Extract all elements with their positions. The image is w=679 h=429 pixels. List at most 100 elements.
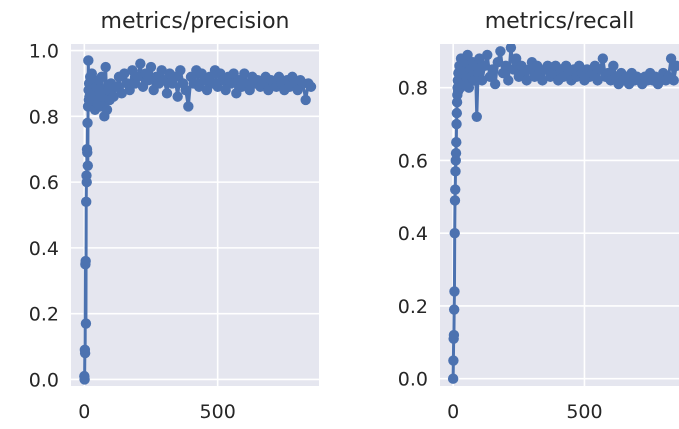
precision-y-tick-label: 0.0 — [29, 369, 59, 391]
precision-data-point — [183, 101, 194, 112]
recall-x-tick-label: 500 — [566, 401, 602, 423]
recall-plot-area — [440, 44, 679, 386]
recall-data-point — [450, 147, 462, 159]
precision-data-point — [83, 55, 94, 66]
precision-data-point — [81, 196, 92, 208]
recall-data-point — [450, 155, 461, 166]
precision-data-point — [225, 78, 237, 89]
recall-data-point — [592, 75, 603, 86]
recall-data-point — [492, 56, 503, 68]
precision-data-point — [100, 61, 111, 73]
precision-data-point — [300, 94, 311, 106]
recall-data-point — [489, 78, 501, 90]
recall-y-tick-label: 0.6 — [398, 150, 428, 172]
recall-data-point — [448, 304, 460, 315]
recall-y-ticks: 0.0 0.2 0.4 0.6 0.8 — [398, 78, 428, 391]
recall-data-point — [495, 46, 506, 57]
precision-y-tick-label: 0.4 — [29, 238, 59, 260]
recall-data-point — [451, 118, 462, 130]
precision-x-tick-label: 500 — [200, 401, 236, 423]
precision-data-point — [135, 58, 146, 69]
recall-data-point — [500, 60, 511, 72]
recall-y-tick-label: 0.8 — [398, 78, 428, 100]
precision-data-point — [82, 117, 93, 129]
precision-data-point — [161, 88, 173, 99]
precision-data-point — [81, 176, 92, 188]
precision-x-ticks: 0 500 — [78, 401, 236, 423]
recall-data-point — [505, 44, 517, 53]
precision-data-point — [96, 71, 107, 83]
precision-data-point — [175, 65, 186, 76]
recall-title: metrics/recall — [485, 9, 635, 34]
recall-y-tick-label: 0.4 — [398, 223, 428, 245]
precision-title: metrics/precision — [101, 9, 290, 34]
recall-data-point — [487, 64, 498, 75]
precision-series — [79, 55, 317, 385]
recall-data-point — [479, 60, 490, 72]
precision-data-point — [132, 71, 143, 83]
precision-data-point — [172, 91, 183, 102]
precision-x-tick-label: 0 — [78, 401, 90, 423]
precision-data-point — [239, 68, 250, 79]
precision-data-point — [116, 88, 127, 99]
recall-data-point — [471, 111, 482, 122]
precision-data-point — [156, 65, 167, 76]
precision-data-point — [108, 91, 119, 102]
precision-data-point — [79, 374, 90, 385]
recall-data-point — [671, 60, 679, 72]
recall-data-point — [608, 60, 619, 72]
recall-data-point — [508, 64, 519, 75]
precision-data-point — [82, 147, 93, 158]
recall-data-point — [595, 64, 606, 75]
recall-data-point — [449, 227, 460, 239]
precision-data-point — [82, 160, 94, 171]
precision-data-point — [143, 74, 154, 86]
recall-data-point — [449, 286, 460, 297]
recall-grid — [440, 44, 679, 386]
recall-data-point — [597, 53, 609, 64]
recall-data-point — [510, 53, 522, 64]
precision-data-point — [79, 347, 91, 359]
recall-data-point — [448, 355, 459, 366]
precision-data-point — [101, 104, 113, 115]
precision-data-point — [80, 255, 91, 267]
precision-y-tick-label: 0.2 — [29, 304, 59, 326]
recall-data-point — [521, 75, 532, 86]
precision-data-point — [86, 68, 98, 79]
recall-data-point — [447, 373, 459, 384]
recall-data-point — [450, 184, 461, 195]
recall-y-tick-label: 0.0 — [398, 369, 428, 391]
recall-data-point — [462, 49, 473, 61]
precision-data-point — [305, 81, 317, 92]
recall-data-point — [542, 60, 553, 72]
precision-y-ticks: 0.0 0.2 0.4 0.6 0.8 1.0 — [29, 41, 59, 392]
precision-y-tick-label: 0.8 — [29, 106, 59, 128]
recall-data-point — [450, 166, 461, 177]
recall-data-point — [482, 49, 493, 61]
recall-data-point — [451, 137, 462, 148]
recall-y-tick-label: 0.2 — [398, 296, 428, 318]
recall-x-ticks: 0 500 — [447, 401, 602, 423]
recall-data-point — [451, 107, 463, 119]
recall-series — [447, 44, 679, 384]
recall-data-point — [503, 75, 514, 86]
precision-data-point — [145, 61, 157, 73]
recall-data-point — [476, 75, 488, 86]
recall-data-point — [448, 329, 460, 341]
precision-data-point — [119, 68, 130, 79]
recall-data-point — [668, 75, 679, 86]
recall-data-point — [665, 53, 677, 64]
recall-x-tick-label: 0 — [447, 401, 459, 423]
recall-data-point — [463, 82, 475, 93]
precision-data-point — [180, 84, 191, 96]
recall-data-point — [474, 53, 485, 64]
precision-y-tick-label: 1.0 — [29, 41, 59, 63]
precision-panel: metrics/precision 0.0 0.2 0.4 0.6 0.8 1.0 0 50… — [29, 9, 319, 423]
recall-data-point — [449, 195, 461, 206]
recall-panel: metrics/recall 0.0 0.2 0.4 0.6 0.8 0 500 — [398, 9, 679, 423]
precision-y-tick-label: 0.6 — [29, 172, 59, 194]
precision-data-point — [80, 318, 92, 329]
recall-data-point — [451, 97, 463, 108]
recall-data-point — [537, 75, 548, 86]
